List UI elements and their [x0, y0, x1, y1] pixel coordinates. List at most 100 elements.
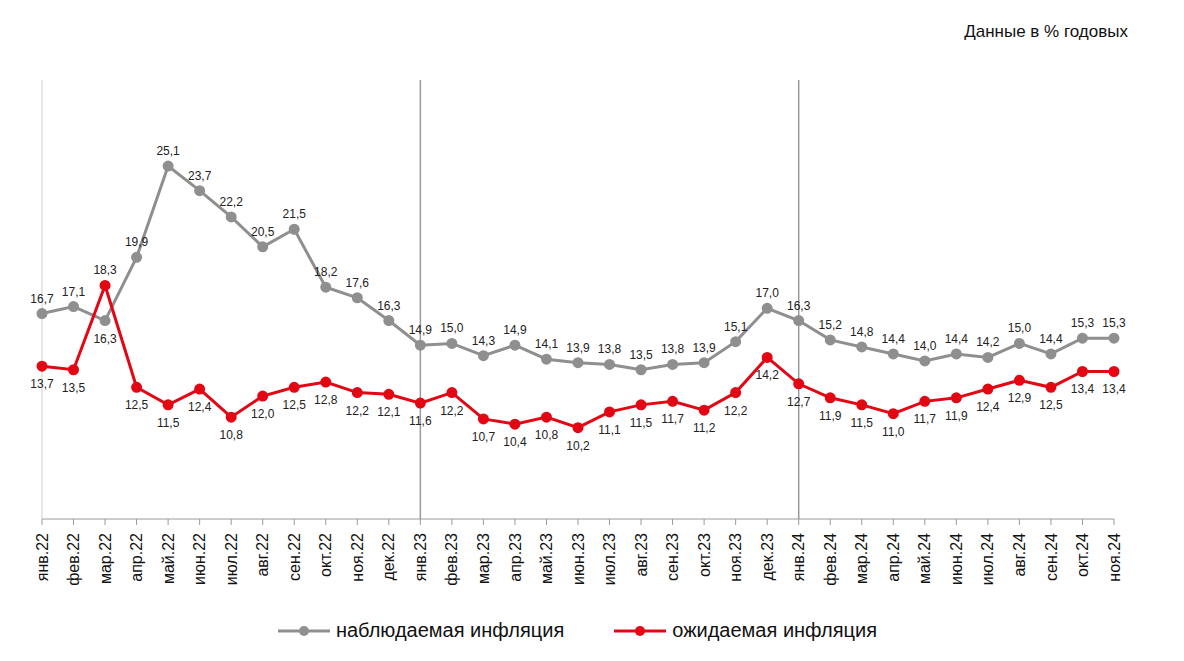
svg-text:19,9: 19,9 — [125, 235, 149, 249]
svg-text:июн.23: июн.23 — [570, 533, 587, 585]
svg-text:15,3: 15,3 — [1071, 316, 1095, 330]
svg-text:янв.24: янв.24 — [790, 533, 807, 581]
svg-text:июн.24: июн.24 — [948, 533, 965, 585]
svg-text:сен.22: сен.22 — [286, 533, 303, 581]
svg-text:14,4: 14,4 — [1039, 332, 1063, 346]
svg-text:18,3: 18,3 — [93, 263, 117, 277]
svg-text:17,0: 17,0 — [755, 286, 779, 300]
svg-text:12,9: 12,9 — [1008, 391, 1032, 405]
svg-text:17,6: 17,6 — [346, 276, 370, 290]
svg-text:сен.24: сен.24 — [1043, 533, 1060, 581]
svg-text:окт.23: окт.23 — [696, 533, 713, 577]
svg-text:12,5: 12,5 — [1039, 398, 1063, 412]
svg-text:12,0: 12,0 — [251, 407, 275, 421]
svg-text:мар.23: мар.23 — [475, 533, 492, 584]
svg-text:янв.23: янв.23 — [412, 533, 429, 581]
svg-text:15,0: 15,0 — [1008, 321, 1032, 335]
svg-text:12,2: 12,2 — [346, 404, 370, 418]
svg-text:11,1: 11,1 — [598, 423, 621, 437]
svg-text:окт.22: окт.22 — [317, 533, 334, 577]
svg-text:15,3: 15,3 — [1102, 316, 1126, 330]
svg-text:10,2: 10,2 — [566, 439, 590, 453]
svg-text:16,3: 16,3 — [377, 299, 401, 313]
svg-text:12,5: 12,5 — [125, 398, 149, 412]
svg-text:май.22: май.22 — [160, 533, 177, 584]
svg-text:12,8: 12,8 — [314, 393, 338, 407]
svg-text:ноя.22: ноя.22 — [349, 533, 366, 582]
svg-text:25,1: 25,1 — [156, 144, 180, 158]
svg-text:12,1: 12,1 — [377, 405, 401, 419]
svg-text:13,9: 13,9 — [692, 341, 716, 355]
svg-text:12,7: 12,7 — [787, 395, 811, 409]
svg-text:12,2: 12,2 — [440, 404, 464, 418]
svg-text:авг.23: авг.23 — [633, 533, 650, 577]
svg-text:11,7: 11,7 — [914, 412, 937, 426]
svg-text:июл.22: июл.22 — [223, 533, 240, 585]
svg-text:май.24: май.24 — [916, 533, 933, 584]
svg-text:12,4: 12,4 — [188, 400, 212, 414]
svg-text:янв.22: янв.22 — [34, 533, 51, 581]
svg-text:фев.22: фев.22 — [65, 533, 82, 586]
svg-text:14,0: 14,0 — [913, 339, 937, 353]
svg-text:13,9: 13,9 — [566, 341, 590, 355]
svg-text:11,5: 11,5 — [157, 416, 180, 430]
svg-text:11,6: 11,6 — [409, 414, 432, 428]
svg-text:дек.23: дек.23 — [759, 533, 776, 581]
svg-text:14,4: 14,4 — [882, 332, 906, 346]
svg-text:июл.23: июл.23 — [601, 533, 618, 585]
svg-text:13,4: 13,4 — [1071, 382, 1095, 396]
svg-text:13,7: 13,7 — [30, 377, 54, 391]
svg-text:мар.22: мар.22 — [97, 533, 114, 584]
svg-text:12,5: 12,5 — [283, 398, 307, 412]
svg-text:11,0: 11,0 — [882, 425, 905, 439]
svg-text:14,4: 14,4 — [945, 332, 969, 346]
svg-text:14,8: 14,8 — [850, 325, 874, 339]
svg-text:14,9: 14,9 — [503, 323, 527, 337]
svg-text:12,4: 12,4 — [976, 400, 1000, 414]
svg-text:10,8: 10,8 — [535, 428, 559, 442]
svg-text:13,4: 13,4 — [1102, 382, 1126, 396]
svg-text:дек.22: дек.22 — [380, 533, 397, 581]
svg-text:фев.24: фев.24 — [822, 533, 839, 586]
svg-text:16,3: 16,3 — [93, 332, 117, 346]
svg-text:апр.24: апр.24 — [885, 533, 902, 582]
svg-text:13,8: 13,8 — [598, 342, 622, 356]
svg-text:10,7: 10,7 — [472, 430, 496, 444]
svg-text:13,5: 13,5 — [62, 381, 86, 395]
svg-text:13,8: 13,8 — [661, 342, 685, 356]
svg-text:12,2: 12,2 — [724, 404, 748, 418]
svg-text:20,5: 20,5 — [251, 225, 275, 239]
svg-text:18,2: 18,2 — [314, 265, 338, 279]
svg-text:14,1: 14,1 — [535, 337, 559, 351]
svg-text:11,2: 11,2 — [693, 421, 716, 435]
svg-text:июн.22: июн.22 — [191, 533, 208, 585]
svg-text:ноя.23: ноя.23 — [727, 533, 744, 582]
svg-text:15,2: 15,2 — [819, 318, 843, 332]
svg-text:23,7: 23,7 — [188, 169, 212, 183]
svg-text:10,4: 10,4 — [503, 435, 527, 449]
svg-text:14,2: 14,2 — [755, 368, 779, 382]
svg-text:11,5: 11,5 — [630, 416, 653, 430]
svg-text:июл.24: июл.24 — [979, 533, 996, 585]
svg-text:мар.24: мар.24 — [853, 533, 870, 584]
svg-text:окт.24: окт.24 — [1074, 533, 1091, 577]
svg-text:сен.23: сен.23 — [664, 533, 681, 581]
svg-text:16,7: 16,7 — [30, 292, 54, 306]
svg-text:14,9: 14,9 — [409, 323, 433, 337]
svg-text:14,2: 14,2 — [976, 335, 1000, 349]
svg-text:11,5: 11,5 — [851, 416, 874, 430]
svg-text:13,5: 13,5 — [629, 348, 653, 362]
svg-text:11,9: 11,9 — [945, 409, 968, 423]
svg-text:апр.23: апр.23 — [507, 533, 524, 582]
svg-text:16,3: 16,3 — [787, 299, 811, 313]
svg-text:15,1: 15,1 — [724, 320, 748, 334]
svg-text:фев.23: фев.23 — [443, 533, 460, 586]
svg-text:17,1: 17,1 — [62, 285, 86, 299]
svg-text:11,7: 11,7 — [661, 412, 684, 426]
svg-text:ноя.24: ноя.24 — [1106, 533, 1123, 582]
svg-text:21,5: 21,5 — [283, 207, 307, 221]
svg-text:11,9: 11,9 — [819, 409, 842, 423]
svg-text:май.23: май.23 — [538, 533, 555, 584]
svg-text:апр.22: апр.22 — [128, 533, 145, 582]
svg-text:22,2: 22,2 — [219, 195, 243, 209]
